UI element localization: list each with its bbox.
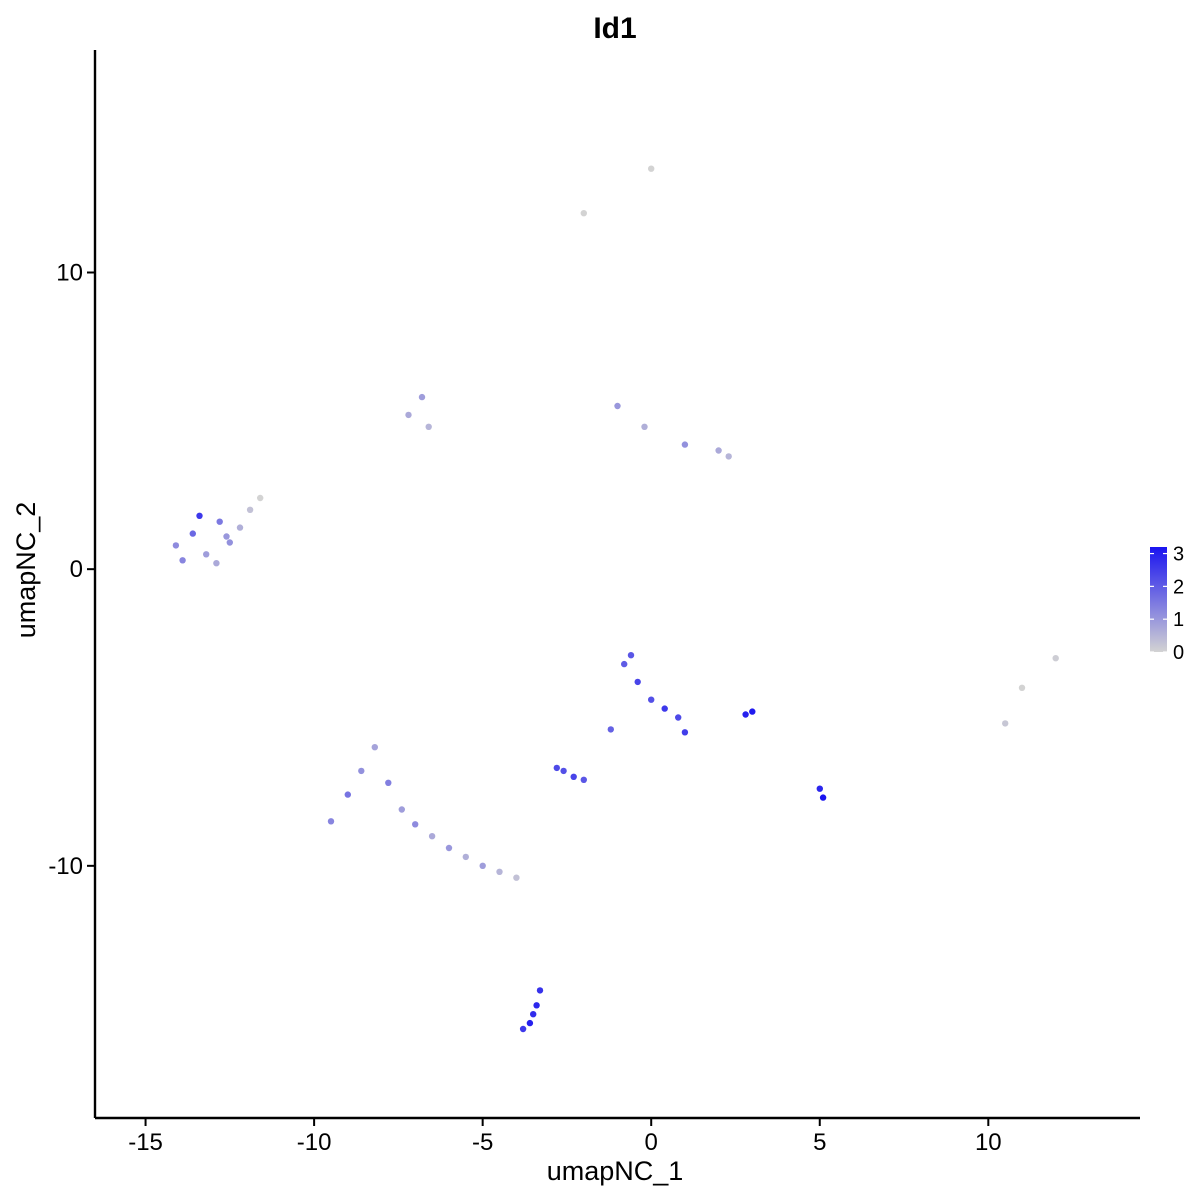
cell-point xyxy=(580,776,587,783)
chart-title: Id1 xyxy=(593,12,636,45)
cell-point xyxy=(513,874,520,881)
cell-point xyxy=(236,524,244,531)
y-tick-label: 10 xyxy=(56,260,83,287)
cell-point xyxy=(560,767,567,775)
cell-point xyxy=(607,726,614,733)
cell-point xyxy=(179,557,186,564)
cell-point xyxy=(526,1019,534,1027)
y-tick-label: 0 xyxy=(70,556,83,583)
cell-point xyxy=(1018,684,1026,691)
cell-point xyxy=(621,660,628,668)
cell-point xyxy=(648,165,655,172)
cell-point xyxy=(675,714,682,721)
legend-label: 3 xyxy=(1173,544,1184,566)
cell-point xyxy=(246,506,254,513)
cell-point xyxy=(681,441,689,448)
cell-point xyxy=(344,791,351,798)
cell-point xyxy=(715,447,722,454)
cell-point xyxy=(725,453,732,460)
cell-point xyxy=(418,393,426,401)
cell-point xyxy=(533,1002,540,1009)
cell-point xyxy=(742,711,749,718)
cell-point xyxy=(172,542,180,549)
legend-label: 1 xyxy=(1173,609,1184,631)
cell-point xyxy=(425,423,432,430)
cell-point xyxy=(614,402,621,410)
legend-colorbar xyxy=(1150,547,1167,652)
cell-point xyxy=(496,868,503,875)
cell-point xyxy=(412,821,419,828)
cell-point xyxy=(462,853,469,861)
cell-point xyxy=(196,512,203,519)
cell-point xyxy=(479,862,486,869)
x-tick-label: 0 xyxy=(645,1129,658,1156)
cell-point xyxy=(1002,720,1009,727)
cell-point xyxy=(519,1025,527,1033)
legend-label: 2 xyxy=(1173,576,1184,598)
cell-point xyxy=(819,794,827,801)
y-tick-label: -10 xyxy=(48,853,83,880)
cell-point xyxy=(398,806,405,813)
points-layer xyxy=(172,165,1059,1033)
x-tick-label: 5 xyxy=(813,1129,826,1156)
y-axis-ticks: -10 0 10 xyxy=(48,260,95,880)
cell-point xyxy=(226,539,233,546)
x-tick-label: -15 xyxy=(128,1129,163,1156)
legend-ticks: 0 1 2 3 xyxy=(1150,544,1184,664)
cell-point xyxy=(816,785,823,792)
cell-point xyxy=(648,696,655,703)
cell-point xyxy=(1052,655,1059,662)
cell-point xyxy=(634,678,641,686)
cell-point xyxy=(749,708,756,715)
cell-point xyxy=(661,705,668,712)
x-tick-label: -5 xyxy=(472,1129,493,1156)
cell-point xyxy=(385,779,392,786)
cell-point xyxy=(681,729,689,736)
cell-point xyxy=(203,551,210,558)
cell-point xyxy=(216,518,223,525)
cell-point xyxy=(257,494,264,502)
x-axis-title: umapNC_1 xyxy=(547,1156,684,1186)
cell-point xyxy=(327,818,335,825)
cell-point xyxy=(213,560,220,567)
cell-point xyxy=(553,764,560,772)
cell-point xyxy=(580,210,587,217)
cell-point xyxy=(536,987,544,994)
cell-point xyxy=(641,423,648,430)
cell-point xyxy=(428,833,436,840)
x-tick-label: 10 xyxy=(975,1129,1002,1156)
legend-label: 0 xyxy=(1173,642,1184,664)
cell-point xyxy=(570,773,577,780)
y-axis-title: umapNC_2 xyxy=(11,502,41,639)
cell-point xyxy=(358,767,365,775)
x-tick-label: -10 xyxy=(297,1129,332,1156)
cell-point xyxy=(627,652,635,659)
cell-point xyxy=(445,844,453,852)
cell-point xyxy=(371,744,378,751)
cell-point xyxy=(405,411,412,419)
x-axis-ticks: -15 -10 -5 0 5 10 xyxy=(128,1118,1002,1156)
cell-point xyxy=(223,533,230,540)
cell-point xyxy=(189,530,196,537)
cell-point xyxy=(530,1011,537,1018)
